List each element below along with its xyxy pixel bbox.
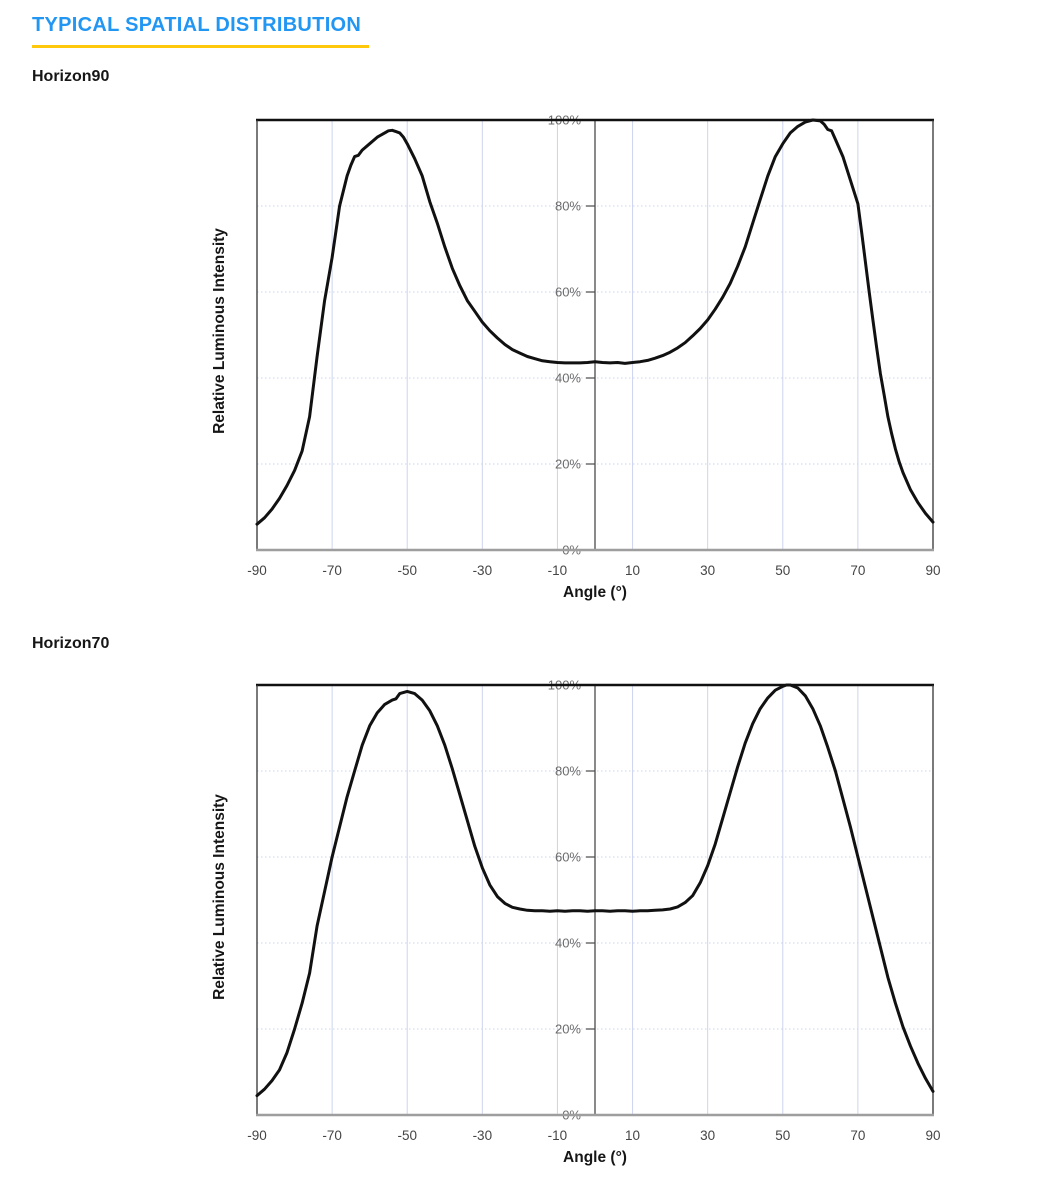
y-tick-label: 80% [555, 764, 581, 779]
chart-heading-horizon90: Horizon90 [32, 68, 110, 85]
x-axis-title-horizon90: Angle (°) [563, 584, 627, 601]
y-tick-label: 20% [555, 457, 581, 472]
x-tick-label: -90 [247, 563, 267, 578]
y-axis-title-horizon90: Relative Luminous Intensity [211, 228, 228, 434]
x-axis-title-horizon70: Angle (°) [563, 1149, 627, 1166]
spatial-distribution-chart-horizon90: 0%20%40%60%80%100%-90 -70 -50 -30 -10 10 30 50 7… [247, 113, 940, 579]
y-axis-title-horizon70: Relative Luminous Intensity [211, 794, 228, 1000]
x-tick-label: -50 [397, 563, 417, 578]
spatial-distribution-chart-horizon70: 0%20%40%60%80%100%-90 -70 -50 -30 -10 10 30 50 7… [247, 678, 940, 1144]
y-tick-label: 80% [555, 199, 581, 214]
y-tick-label: 40% [555, 371, 581, 386]
x-tick-label: 90 [925, 1128, 940, 1143]
x-tick-label: 30 [700, 563, 715, 578]
x-tick-label: 30 [700, 1128, 715, 1143]
y-tick-label: 60% [555, 850, 581, 865]
x-tick-label: 90 [925, 563, 940, 578]
x-tick-label: -50 [397, 1128, 417, 1143]
intensity-curve [255, 118, 935, 526]
x-tick-label: -10 [548, 1128, 568, 1143]
x-tick-label: 10 [625, 563, 640, 578]
chart-heading-horizon70: Horizon70 [32, 635, 110, 652]
x-tick-label: -30 [473, 1128, 493, 1143]
x-tick-label: 70 [850, 1128, 865, 1143]
x-tick-label: 10 [625, 1128, 640, 1143]
y-tick-label: 60% [555, 285, 581, 300]
title-underline-rule [32, 45, 369, 48]
x-tick-label: -70 [322, 1128, 342, 1143]
x-tick-label: -10 [548, 563, 568, 578]
y-tick-label: 20% [555, 1022, 581, 1037]
x-tick-label: 50 [775, 1128, 790, 1143]
x-tick-label: 50 [775, 563, 790, 578]
x-tick-label: -90 [247, 1128, 267, 1143]
page-title: TYPICAL SPATIAL DISTRIBUTION [32, 14, 362, 36]
y-tick-label: 40% [555, 936, 581, 951]
x-tick-label: -30 [473, 563, 493, 578]
intensity-curve [255, 683, 935, 1098]
x-tick-label: 70 [850, 563, 865, 578]
x-tick-label: -70 [322, 563, 342, 578]
